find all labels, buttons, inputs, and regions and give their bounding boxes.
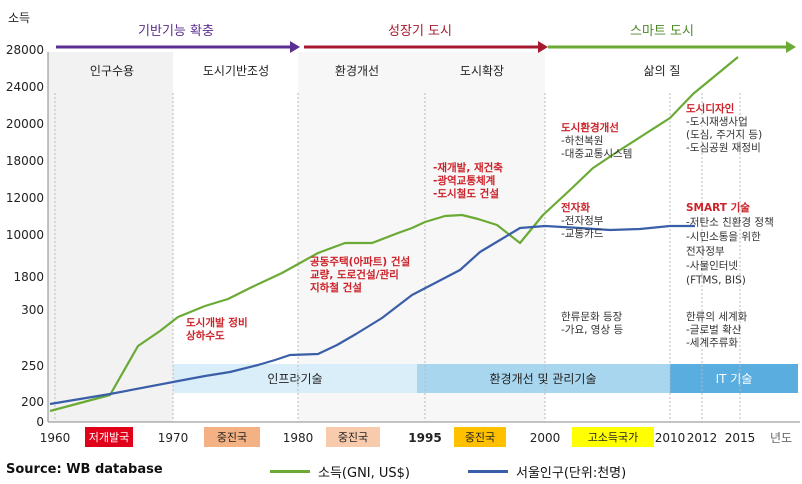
stage-label: 저개발국 bbox=[89, 431, 129, 444]
annotation-line: -도시재생사업 bbox=[686, 115, 748, 128]
x-tick-label: 2012 bbox=[687, 431, 718, 445]
x-tick-label: 1995 bbox=[408, 431, 441, 445]
y-axis-label: 소득 bbox=[8, 11, 30, 25]
annotation-line: 한류문화 등장 bbox=[561, 311, 623, 323]
y-tick-label: 12000 bbox=[6, 191, 44, 205]
y-tick-label: 10000 bbox=[6, 228, 44, 242]
annotation-line: -하천복원 bbox=[561, 134, 603, 147]
annotation-line: 도시개발 정비 bbox=[186, 316, 248, 329]
era-arrow-head-2 bbox=[538, 41, 548, 53]
annotation-line: -가요, 영상 등 bbox=[561, 324, 623, 336]
annotation-line: 도시디자인 bbox=[686, 102, 734, 115]
annotation-line: 교량, 도로건설/관리 bbox=[310, 268, 399, 281]
tech-bands: 인프라기술 환경개선 및 관리기술 IT 기술 bbox=[173, 364, 798, 393]
annotation-line: -광역교통체계 bbox=[433, 174, 495, 187]
stage-label: 중진국 bbox=[338, 431, 368, 444]
era-title-2: 성장기 도시 bbox=[388, 24, 452, 39]
annotation-line: (FTMS, BIS) bbox=[686, 275, 746, 287]
tech-band-label-3: IT 기술 bbox=[716, 372, 753, 386]
y-tick-label: 18000 bbox=[6, 154, 44, 168]
phase-label-3: 환경개선 bbox=[335, 64, 379, 78]
y-tick-label: 1800 bbox=[13, 270, 44, 284]
y-tick-label: 0 bbox=[36, 415, 44, 429]
legend-item-population: 서울인구(단위:천명) bbox=[468, 462, 626, 481]
series-line-income bbox=[49, 56, 739, 413]
x-tick-label: 1970 bbox=[158, 431, 189, 445]
legend: Source: WB database 소득(GNI, US$) 서울인구(단위… bbox=[0, 456, 802, 484]
y-tick-label: 20000 bbox=[6, 117, 44, 131]
annotation-line: SMART 기술 bbox=[686, 201, 750, 214]
stage-box bbox=[326, 427, 380, 447]
era-arrow-head-1 bbox=[290, 41, 300, 53]
phase-labels: 인구수용 도시기반조성 환경개선 도시확장 삶의 질 bbox=[90, 64, 681, 78]
y-tick-label: 24000 bbox=[6, 80, 44, 94]
legend-swatch-income bbox=[270, 470, 310, 473]
legend-item-income: 소득(GNI, US$) bbox=[270, 462, 410, 481]
annotation-line: -재개발, 재건축 bbox=[433, 161, 503, 174]
annotation-line: -도심공원 재정비 bbox=[686, 142, 761, 154]
era-background-1 bbox=[48, 52, 173, 422]
annotation-line: -대중교통시스템 bbox=[561, 148, 632, 160]
x-axis-label: 년도 bbox=[770, 431, 792, 445]
y-tick-label: 28000 bbox=[6, 43, 44, 57]
annotation-line: 전자화 bbox=[561, 201, 590, 214]
phase-label-1: 인구수용 bbox=[90, 64, 134, 78]
tech-band-2 bbox=[417, 364, 670, 393]
stage-box bbox=[454, 427, 506, 447]
annotation-line: (도심, 주거지 등) bbox=[686, 129, 762, 141]
x-tick-label: 2000 bbox=[530, 431, 561, 445]
annotation-line: 한류의 세계화 bbox=[686, 311, 748, 323]
legend-label-population: 서울인구(단위:천명) bbox=[516, 466, 627, 481]
annotation-line: 전자정부 bbox=[686, 246, 725, 258]
development-stages: 저개발국 중진국 중진국 중진국 고소득국가 bbox=[85, 427, 654, 447]
era-title-3: 스마트 도시 bbox=[630, 24, 694, 39]
series-layer bbox=[49, 56, 739, 413]
era-title-1: 기반기능 확충 bbox=[138, 24, 214, 39]
annotation-line: -시민소통을 위한 bbox=[686, 230, 761, 243]
x-axis-ticks: 1960 1970 1980 1995 2000 2010 2012 2015 bbox=[40, 93, 756, 445]
chart-svg: 소득 기반기능 확충 성장기 도시 스마트 도시 인구수용 도시기반조성 환경개… bbox=[6, 11, 800, 447]
legend-label-income: 소득(GNI, US$) bbox=[318, 466, 410, 481]
stage-label: 고소득국가 bbox=[588, 431, 639, 444]
tech-band-label-2: 환경개선 및 관리기술 bbox=[490, 372, 597, 386]
x-tick-label: 2015 bbox=[725, 431, 756, 445]
annotation-line: -세계주류화 bbox=[686, 337, 738, 349]
phase-label-2: 도시기반조성 bbox=[203, 64, 269, 78]
y-tick-label: 300 bbox=[21, 303, 44, 317]
era-arrow-head-3 bbox=[786, 41, 796, 53]
annotation-line: -교통카드 bbox=[561, 228, 604, 240]
annotation-line: 상하수도 bbox=[186, 329, 225, 342]
phase-label-4: 도시확장 bbox=[460, 64, 504, 78]
x-tick-label: 1960 bbox=[40, 431, 71, 445]
x-tick-label: 2010 bbox=[655, 431, 686, 445]
stage-label: 중진국 bbox=[465, 431, 495, 444]
tech-band-label-1: 인프라기술 bbox=[267, 372, 322, 386]
era-arrows: 기반기능 확충 성장기 도시 스마트 도시 bbox=[56, 24, 796, 53]
tech-band-3 bbox=[670, 364, 798, 393]
stage-box bbox=[85, 427, 133, 447]
phase-label-5: 삶의 질 bbox=[644, 64, 681, 78]
annotation-line: 공동주택(아파트) 건설 bbox=[310, 255, 410, 268]
y-tick-label: 250 bbox=[21, 359, 44, 373]
stage-box bbox=[572, 427, 654, 447]
annotation-line: 도시환경개선 bbox=[561, 121, 619, 134]
y-axis-ticks: 28000 24000 20000 18000 12000 10000 1800 300 250… bbox=[6, 43, 44, 429]
annotation-line: -글로벌 확산 bbox=[686, 323, 742, 336]
series-line-population bbox=[49, 224, 695, 406]
x-tick-label: 1980 bbox=[283, 431, 314, 445]
annotation-line: 지하철 건설 bbox=[310, 281, 362, 294]
tech-band-1 bbox=[173, 364, 417, 393]
stage-box bbox=[204, 427, 260, 447]
annotation-line: -도시철도 건설 bbox=[433, 187, 499, 200]
y-tick-label: 200 bbox=[21, 395, 44, 409]
stage-label: 중진국 bbox=[217, 431, 247, 444]
annotation-line: -전자정부 bbox=[561, 215, 604, 227]
annotation-line: -사물인터넷 bbox=[686, 260, 738, 272]
legend-swatch-population bbox=[468, 470, 508, 473]
source-label: Source: WB database bbox=[6, 462, 163, 477]
annotation-line: -저탄소 친환경 정책 bbox=[686, 216, 774, 229]
